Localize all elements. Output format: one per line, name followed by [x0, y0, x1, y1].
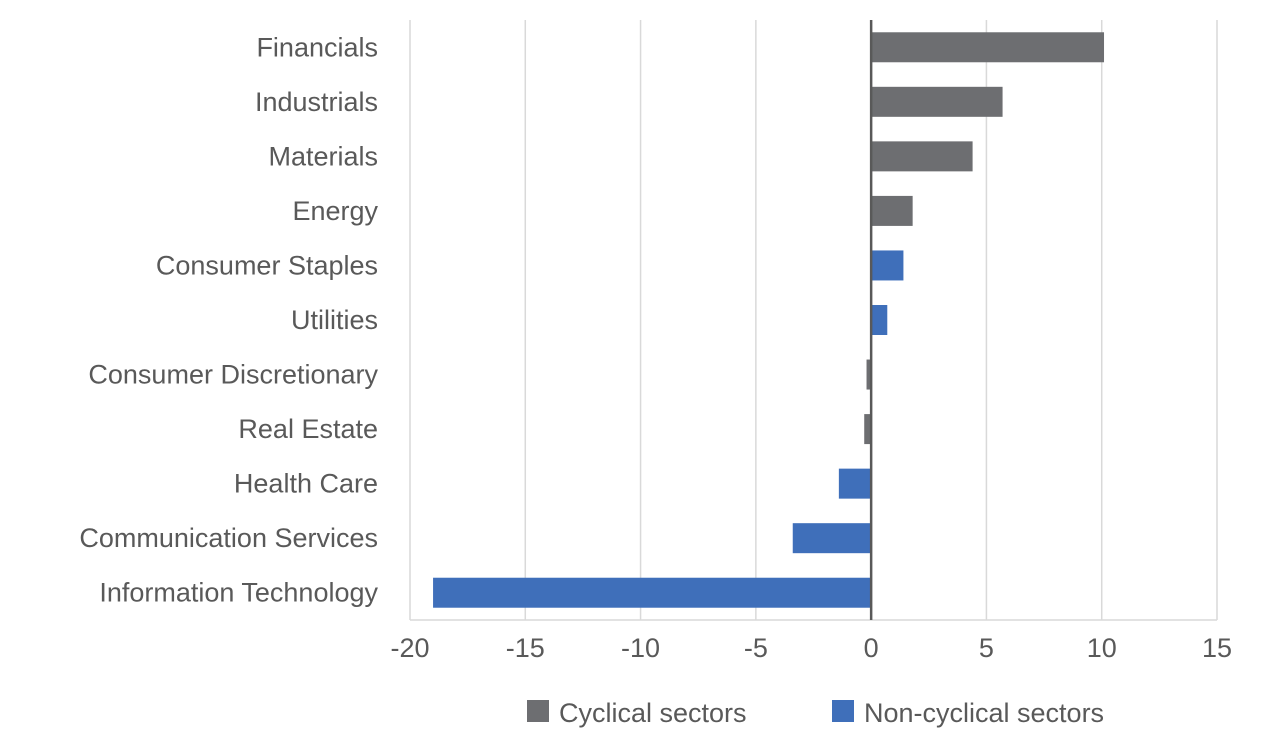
category-label-materials: Materials [268, 141, 378, 171]
legend-label-non-cyclical: Non-cyclical sectors [864, 698, 1104, 728]
x-tick-labels: -20 -15 -10 -5 0 5 10 15 [390, 633, 1232, 663]
x-tick-label-0: 0 [864, 633, 879, 663]
bar-industrials [871, 86, 1003, 117]
bar-communication-services [792, 523, 872, 554]
legend-swatch-non-cyclical [832, 700, 854, 722]
category-label-real-estate: Real Estate [238, 414, 378, 444]
bar-energy [871, 195, 913, 226]
bar-information-technology [433, 577, 872, 608]
x-tick-label--5: -5 [744, 633, 768, 663]
bar-consumer-discretionary [866, 359, 872, 390]
x-tick-label--20: -20 [390, 633, 429, 663]
category-label-health-care: Health Care [234, 469, 378, 499]
category-labels: Financials Industrials Materials Energy Cons… [79, 32, 378, 607]
category-label-financials: Financials [256, 32, 378, 62]
category-label-information-technology: Information Technology [99, 578, 378, 608]
legend-swatch-cyclical [527, 700, 549, 722]
category-label-consumer-staples: Consumer Staples [156, 250, 378, 280]
category-label-consumer-discretionary: Consumer Discretionary [88, 360, 378, 390]
bars [433, 32, 1105, 608]
bar-health-care [838, 468, 872, 499]
bar-financials [871, 32, 1105, 63]
x-tick-label--10: -10 [621, 633, 660, 663]
x-tick-label--15: -15 [506, 633, 545, 663]
category-label-communication-services: Communication Services [79, 523, 378, 553]
bar-real-estate [864, 414, 872, 445]
bar-materials [871, 141, 973, 172]
bar-utilities [871, 305, 888, 335]
legend: Cyclical sectors Non-cyclical sectors [527, 698, 1104, 728]
category-label-industrials: Industrials [255, 87, 378, 117]
category-label-utilities: Utilities [291, 305, 378, 335]
x-tick-label-10: 10 [1087, 633, 1117, 663]
x-tick-label-5: 5 [979, 633, 994, 663]
category-label-energy: Energy [292, 196, 378, 226]
x-tick-label-15: 15 [1202, 633, 1232, 663]
axes [410, 20, 1217, 621]
legend-label-cyclical: Cyclical sectors [559, 698, 747, 728]
bar-consumer-staples [871, 250, 904, 281]
grid-lines [409, 20, 1218, 620]
